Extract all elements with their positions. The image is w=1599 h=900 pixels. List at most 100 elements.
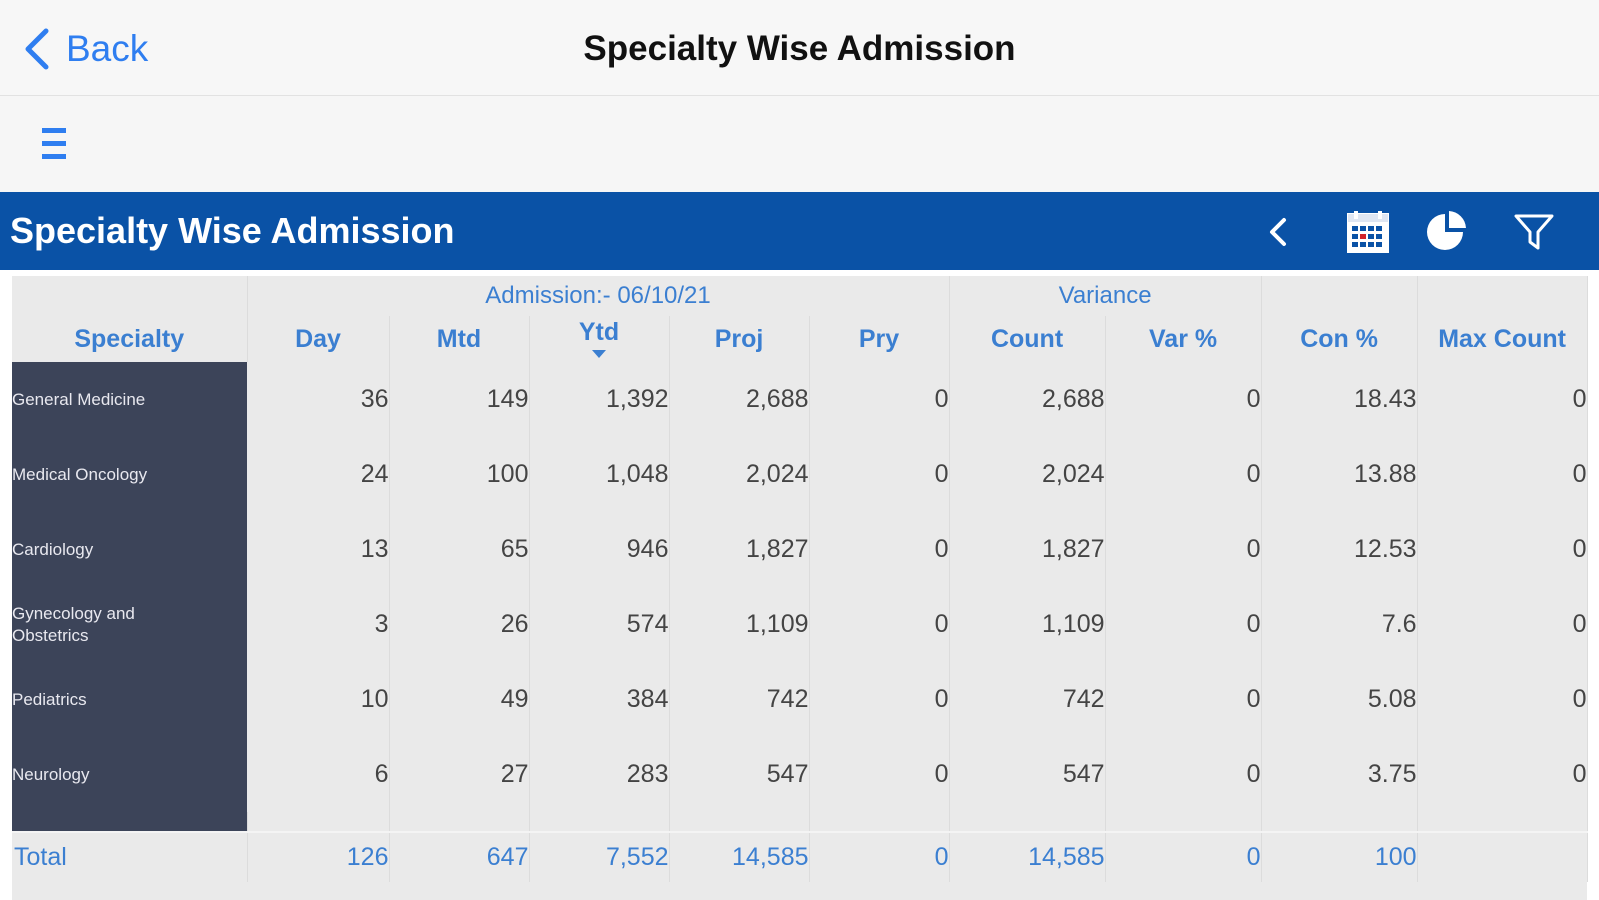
toolbar [0,96,1599,192]
total-row: Total 126 647 7,552 14,585 0 14,585 0 10… [12,831,1588,882]
group-header-admission: Admission:- 06/10/21 [247,276,950,316]
day-cell: 10 [247,662,390,737]
table-row[interactable]: Medical Oncology 24 100 1,048 2,024 0 2,… [12,437,1588,512]
var-pct-cell: 0 [1105,662,1262,737]
total-var-pct: 0 [1105,831,1262,882]
proj-cell: 1,109 [669,587,810,662]
column-header-con-pct[interactable]: Con % [1261,316,1418,362]
table-row[interactable]: General Medicine 36 149 1,392 2,688 0 2,… [12,362,1588,437]
group-header-row: Admission:- 06/10/21 Variance [12,276,1588,316]
column-header-day[interactable]: Day [247,316,390,362]
specialty-cell: Gynecology and Obstetrics [12,587,247,662]
max-count-cell: 0 [1417,362,1588,437]
filter-icon [1514,214,1554,250]
con-pct-cell: 18.43 [1261,362,1418,437]
specialty-cell: General Medicine [12,362,247,437]
count-cell: 1,109 [949,587,1106,662]
proj-cell: 547 [669,737,810,812]
calendar-icon [1347,211,1389,253]
spacer-cell [389,812,530,832]
day-cell: 13 [247,512,390,587]
spacer-cell [809,812,950,832]
con-pct-cell: 13.88 [1261,437,1418,512]
table-row[interactable]: Neurology 6 27 283 547 0 547 0 3.75 0 [12,737,1588,812]
calendar-button[interactable] [1346,210,1390,254]
max-count-cell: 0 [1417,512,1588,587]
spacer-cell [1261,812,1418,832]
group-header-empty [1261,276,1418,316]
pry-cell: 0 [809,362,950,437]
max-count-cell: 0 [1417,662,1588,737]
max-count-cell: 0 [1417,437,1588,512]
pry-cell: 0 [809,437,950,512]
ytd-cell: 946 [529,512,670,587]
spacer-cell [12,812,248,832]
group-header-empty [1417,276,1588,316]
var-pct-cell: 0 [1105,362,1262,437]
total-con-pct: 100 [1261,831,1418,882]
ytd-cell: 384 [529,662,670,737]
navigation-bar: Back Specialty Wise Admission [0,0,1599,96]
day-cell: 6 [247,737,390,812]
table-row[interactable]: Pediatrics 10 49 384 742 0 742 0 5.08 0 [12,662,1588,737]
spacer-cell [529,812,670,832]
column-header-max-count[interactable]: Max Count [1417,316,1588,362]
pie-chart-icon [1427,211,1466,250]
con-pct-cell: 7.6 [1261,587,1418,662]
ytd-cell: 574 [529,587,670,662]
pry-cell: 0 [809,512,950,587]
back-button-label: Back [66,28,149,69]
total-ytd: 7,552 [529,831,670,882]
max-count-cell: 0 [1417,587,1588,662]
column-header-mtd[interactable]: Mtd [389,316,530,362]
column-header-var-pct[interactable]: Var % [1105,316,1262,362]
data-grid: Admission:- 06/10/21 Variance Specialty … [12,276,1588,900]
ytd-cell: 1,392 [529,362,670,437]
specialty-cell: Pediatrics [12,662,247,737]
total-pry: 0 [809,831,950,882]
total-mtd: 647 [389,831,530,882]
chevron-left-icon [25,28,49,70]
proj-cell: 1,827 [669,512,810,587]
day-cell: 24 [247,437,390,512]
mtd-cell: 27 [389,737,530,812]
group-header-variance: Variance [949,276,1262,316]
var-pct-cell: 0 [1105,437,1262,512]
back-button[interactable]: Back [22,24,148,74]
pry-cell: 0 [809,662,950,737]
chart-button[interactable] [1425,210,1469,254]
mtd-cell: 49 [389,662,530,737]
ytd-cell: 283 [529,737,670,812]
report-title: Specialty Wise Admission [10,210,455,251]
mtd-cell: 149 [389,362,530,437]
specialty-cell: Medical Oncology [12,437,247,512]
count-cell: 1,827 [949,512,1106,587]
total-max-count [1417,831,1588,882]
total-count: 14,585 [949,831,1106,882]
con-pct-cell: 12.53 [1261,512,1418,587]
specialty-cell: Neurology [12,737,247,812]
table-row[interactable]: Gynecology and Obstetrics 3 26 574 1,109… [12,587,1588,662]
hamburger-menu-icon[interactable] [38,126,74,162]
var-pct-cell: 0 [1105,587,1262,662]
proj-cell: 2,024 [669,437,810,512]
day-cell: 36 [247,362,390,437]
mtd-cell: 26 [389,587,530,662]
collapse-button[interactable] [1258,210,1302,254]
count-cell: 547 [949,737,1106,812]
column-header-specialty[interactable]: Specialty [12,316,248,362]
proj-cell: 2,688 [669,362,810,437]
ytd-cell: 1,048 [529,437,670,512]
column-header-ytd[interactable]: Ytd [529,316,670,362]
column-header-pry[interactable]: Pry [809,316,950,362]
pry-cell: 0 [809,587,950,662]
mtd-cell: 100 [389,437,530,512]
spacer-cell [1105,812,1262,832]
spacer-cell [669,812,810,832]
column-header-count[interactable]: Count [949,316,1106,362]
count-cell: 2,688 [949,362,1106,437]
column-header-proj[interactable]: Proj [669,316,810,362]
chevron-left-icon [1270,218,1286,246]
filter-button[interactable] [1512,210,1556,254]
table-row[interactable]: Cardiology 13 65 946 1,827 0 1,827 0 12.… [12,512,1588,587]
